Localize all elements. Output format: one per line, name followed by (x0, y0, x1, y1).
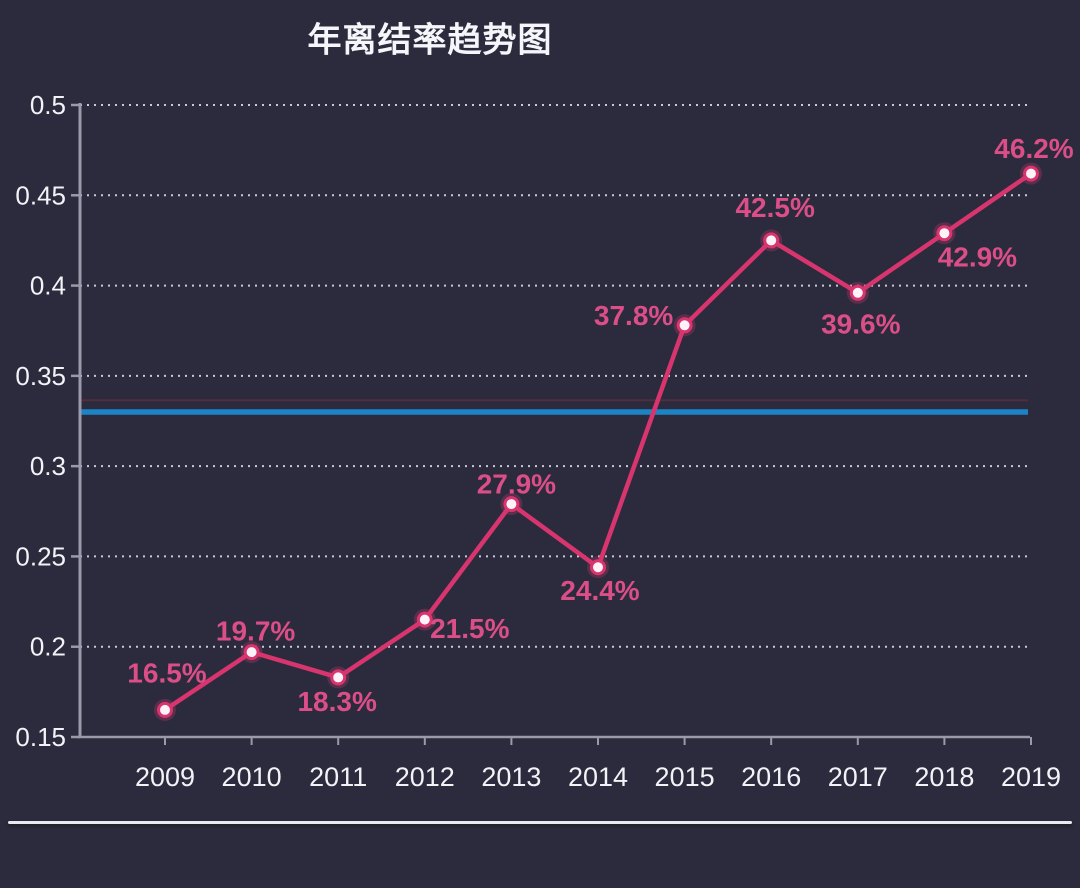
data-label: 42.9% (938, 242, 1017, 273)
svg-text:2017: 2017 (828, 762, 888, 792)
data-point (1023, 165, 1039, 182)
svg-text:2012: 2012 (395, 762, 455, 792)
svg-text:2011: 2011 (309, 762, 367, 792)
x-axis: 2009 2010 2011 2012 2013 2014 2015 2016 2017 2018… (135, 737, 1061, 792)
data-label: 37.8% (594, 300, 673, 331)
svg-text:0.2: 0.2 (30, 632, 66, 662)
gridlines (80, 104, 1030, 648)
data-point (243, 644, 260, 661)
data-label: 21.5% (430, 613, 509, 644)
data-point (849, 284, 866, 301)
data-point (590, 559, 606, 576)
data-labels: 16.5% 19.7% 18.3% 21.5% 27.9% 24.4% 37.8% 42.5%… (127, 133, 1073, 717)
svg-text:2009: 2009 (135, 762, 195, 792)
svg-text:0.15: 0.15 (15, 722, 66, 752)
data-point (676, 317, 693, 334)
data-label: 27.9% (477, 469, 556, 500)
svg-text:2016: 2016 (741, 762, 801, 792)
svg-text:2013: 2013 (481, 762, 541, 792)
data-point (330, 669, 347, 686)
data-label: 39.6% (821, 308, 900, 339)
footer-divider (8, 821, 1072, 824)
data-point (936, 225, 953, 242)
data-label: 24.4% (560, 575, 639, 606)
data-point-markers (154, 162, 1042, 721)
chart-title: 年离结率趋势图 (307, 21, 553, 60)
data-point (416, 611, 433, 628)
svg-text:2014: 2014 (568, 762, 628, 792)
data-label: 18.3% (297, 686, 376, 717)
svg-text:0.45: 0.45 (15, 180, 66, 210)
svg-text:0.35: 0.35 (15, 361, 66, 391)
svg-text:2010: 2010 (222, 762, 282, 792)
data-point (763, 232, 780, 249)
svg-text:0.5: 0.5 (30, 90, 66, 120)
data-label: 46.2% (994, 133, 1073, 164)
data-label: 16.5% (127, 657, 206, 688)
svg-text:2018: 2018 (914, 762, 974, 792)
svg-text:0.25: 0.25 (15, 541, 66, 571)
data-label: 42.5% (735, 192, 814, 223)
svg-text:0.4: 0.4 (30, 271, 66, 301)
data-point (503, 496, 520, 513)
svg-text:2019: 2019 (1001, 762, 1061, 792)
data-label: 19.7% (216, 616, 295, 647)
svg-text:0.3: 0.3 (30, 451, 66, 481)
reference-lines (80, 399, 1028, 415)
y-axis: 0.15 0.2 0.25 0.3 0.35 0.4 0.45 0.5 (15, 90, 80, 752)
svg-text:2015: 2015 (655, 762, 715, 792)
data-point (157, 701, 173, 718)
axes (78, 103, 1030, 739)
